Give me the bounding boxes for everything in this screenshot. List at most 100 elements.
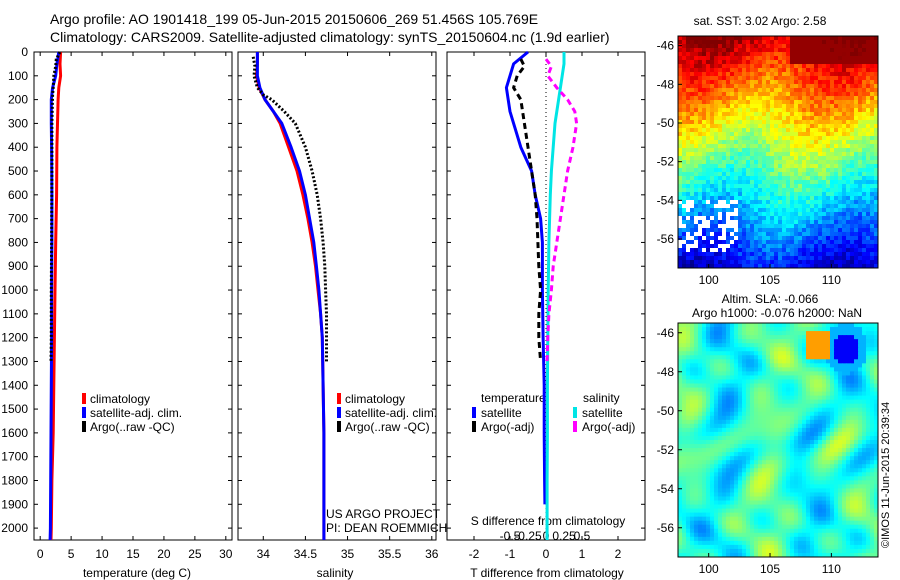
heatmap-cell [822, 444, 827, 449]
heatmap-cell [846, 415, 851, 421]
heatmap-cell [870, 407, 875, 413]
heatmap-cell [782, 427, 787, 433]
heatmap-cell [722, 371, 727, 376]
heatmap-cell [754, 72, 759, 77]
heatmap-cell [826, 363, 831, 368]
heatmap-cell [778, 456, 783, 461]
heatmap-cell [750, 232, 755, 237]
heatmap-cell [762, 220, 767, 225]
heatmap-cell [742, 419, 747, 425]
heatmap-cell [842, 264, 847, 269]
heatmap-cell [738, 448, 743, 453]
heatmap-cell [798, 36, 803, 41]
heatmap-cell [750, 264, 755, 269]
heatmap-cell [730, 323, 735, 328]
heatmap-cell [846, 140, 851, 145]
heatmap-cell [842, 200, 847, 205]
heatmap-cell [794, 351, 799, 356]
sst_map-ytick-label: -46 [657, 39, 675, 53]
heatmap-cell [782, 335, 787, 340]
heatmap-cell [818, 180, 823, 185]
heatmap-cell [734, 48, 739, 53]
heatmap-cell [722, 212, 727, 217]
heatmap-cell [790, 44, 795, 49]
heatmap-cell [746, 419, 751, 425]
heatmap-cell [826, 448, 831, 453]
heatmap-cell [738, 331, 743, 336]
heatmap-cell [750, 260, 755, 265]
heatmap-cell [746, 431, 751, 437]
heatmap-cell [714, 184, 719, 189]
heatmap-cell [870, 184, 875, 189]
heatmap-cell [854, 224, 859, 229]
heatmap-cell [790, 431, 795, 437]
heatmap-cell [798, 248, 803, 253]
heatmap-cell [866, 68, 871, 73]
heatmap-cell [702, 236, 707, 241]
depth-tick-label: 700 [8, 212, 28, 226]
heatmap-cell [766, 148, 771, 153]
heatmap-cell [786, 200, 791, 205]
heatmap-cell [870, 427, 875, 433]
heatmap-cell [786, 260, 791, 265]
heatmap-cell [682, 48, 687, 53]
heatmap-cell [874, 148, 879, 153]
heatmap-cell [814, 323, 819, 328]
heatmap-cell [854, 148, 859, 153]
heatmap-cell [698, 192, 703, 197]
heatmap-cell [822, 379, 827, 385]
heatmap-cell [858, 435, 863, 441]
heatmap-cell [834, 379, 839, 385]
heatmap-cell [726, 176, 731, 181]
heatmap-cell [826, 391, 831, 397]
heatmap-cell [758, 367, 763, 372]
heatmap-cell [678, 435, 683, 441]
temperature-xtick-label: 25 [188, 547, 202, 561]
heatmap-cell [806, 452, 811, 457]
heatmap-cell [714, 92, 719, 97]
heatmap-cell [774, 152, 779, 157]
heatmap-cell [742, 335, 747, 340]
heatmap-cell [718, 375, 723, 380]
heatmap-cell [810, 212, 815, 217]
heatmap-cell [686, 60, 691, 65]
heatmap-cell [826, 92, 831, 97]
heatmap-cell [846, 216, 851, 221]
heatmap-cell [838, 100, 843, 105]
heatmap-cell [846, 60, 851, 65]
heatmap-cell [742, 72, 747, 77]
heatmap-cell [702, 92, 707, 97]
heatmap-cell [838, 76, 843, 81]
heatmap-cell [754, 399, 759, 405]
heatmap-cell [702, 444, 707, 449]
heatmap-cell [770, 88, 775, 93]
heatmap-cell [758, 60, 763, 65]
heatmap-cell [842, 60, 847, 65]
heatmap-cell [806, 204, 811, 209]
heatmap-cell [702, 419, 707, 425]
heatmap-cell [690, 427, 695, 433]
heatmap-cell [706, 427, 711, 433]
heatmap-cell [874, 40, 879, 45]
heatmap-cell [682, 256, 687, 261]
heatmap-cell [694, 132, 699, 137]
heatmap-cell [742, 36, 747, 41]
heatmap-cell [870, 44, 875, 49]
heatmap-cell [874, 72, 879, 77]
heatmap-cell [734, 464, 739, 469]
heatmap-cell [846, 379, 851, 385]
heatmap-cell [818, 216, 823, 221]
heatmap-cell [794, 108, 799, 113]
heatmap-cell [874, 108, 879, 113]
heatmap-cell [870, 264, 875, 269]
heatmap-cell [862, 363, 867, 368]
heatmap-cell [786, 395, 791, 401]
heatmap-cell [814, 96, 819, 101]
heatmap-cell [726, 327, 731, 332]
heatmap-cell [770, 160, 775, 165]
heatmap-cell [798, 327, 803, 332]
heatmap-cell [682, 196, 687, 201]
heatmap-cell [718, 440, 723, 445]
heatmap-cell [678, 44, 683, 49]
heatmap-cell [758, 144, 763, 149]
